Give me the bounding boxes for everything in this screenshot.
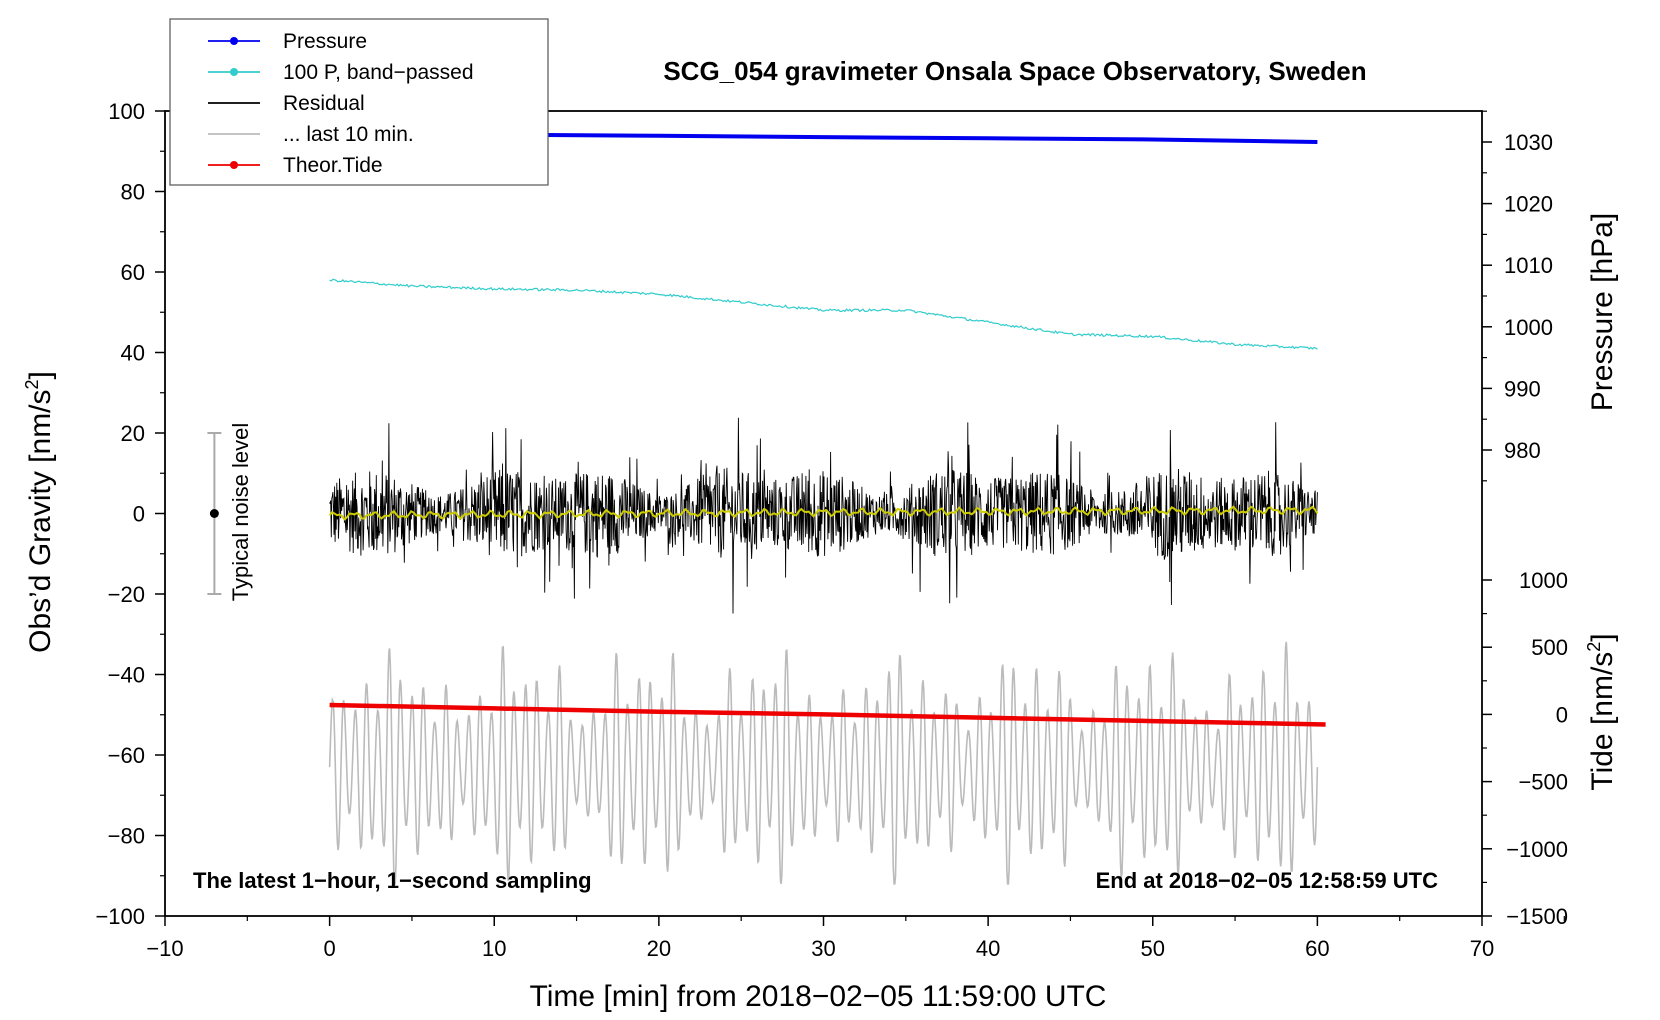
pressure-tick-label: 980 [1504, 438, 1541, 463]
x-tick-label: 30 [811, 936, 835, 961]
pressure-tick-label: 1020 [1504, 192, 1553, 217]
tide-tick-label: −1000 [1506, 837, 1568, 862]
legend-box [169, 18, 549, 186]
x-tick-label: 40 [976, 936, 1000, 961]
legend-label: Residual [283, 92, 365, 115]
legend-item: Theor.Tide [208, 154, 383, 177]
y-tick-label: −100 [95, 904, 145, 929]
noise-level-bar [207, 432, 222, 595]
series-last-10-min [328, 641, 1319, 885]
legend-label: 100 P, band−passed [283, 61, 474, 84]
tide-tick-label: −1500 [1506, 904, 1568, 929]
y-tick-label: 20 [121, 421, 145, 446]
noise-bar-center-dot [209, 509, 219, 518]
x-tick-label: 10 [482, 936, 506, 961]
x-tick-label: 70 [1470, 936, 1494, 961]
x-tick-label: 50 [1141, 936, 1165, 961]
y-axis-title-left-end: ] [24, 371, 57, 379]
legend-item: Residual [208, 92, 365, 115]
tide-tick-label: 1000 [1519, 568, 1568, 593]
x-tick-label: 0 [324, 936, 336, 961]
series-residual [329, 417, 1318, 614]
y-tick-label: 80 [121, 180, 145, 205]
axes-layer: −10 0 10 20 30 40 50 60 70100806040200−20−40−60−… [95, 99, 1568, 961]
legend-item: Pressure [208, 30, 367, 53]
legend-marker [230, 161, 238, 169]
x-tick-label: 20 [647, 936, 671, 961]
y-tick-label: 0 [133, 502, 145, 527]
legend: Pressure 100 P, band−passed Residual ... la… [169, 18, 549, 186]
pressure-tick-label: 990 [1504, 376, 1541, 401]
y-axis-title-left-sup: 2 [22, 379, 42, 389]
legend-label: Theor.Tide [283, 154, 383, 177]
y-tick-label: −80 [108, 824, 145, 849]
tide-tick-label: 500 [1531, 635, 1568, 660]
labels-layer: SCG_054 gravimeter Onsala Space Observat… [22, 56, 1619, 1013]
tide-tick-label: 0 [1556, 702, 1568, 727]
y-tick-label: −60 [108, 743, 145, 768]
tide-tick-label: −500 [1518, 770, 1568, 795]
x-tick-label: 60 [1305, 936, 1329, 961]
y-axis-title-left: Obs’d Gravity [nm/s2] [22, 371, 57, 653]
pressure-tick-label: 1010 [1504, 253, 1553, 278]
legend-label: Pressure [283, 30, 367, 53]
legend-marker [230, 68, 238, 76]
y-tick-label: −40 [108, 663, 145, 688]
series-layer [207, 132, 1326, 885]
pressure-tick-label: 1030 [1504, 130, 1553, 155]
legend-item: 100 P, band−passed [208, 61, 474, 84]
y-axis-title-tide-end: ] [1586, 633, 1619, 641]
y-tick-label: −20 [108, 582, 145, 607]
series-theor-tide [329, 702, 1326, 727]
y-axis-title-tide: Tide [nm/s2] [1584, 633, 1619, 790]
legend-item: ... last 10 min. [208, 123, 414, 146]
y-tick-label: 60 [121, 260, 145, 285]
noise-level-label: Typical noise level [228, 423, 253, 602]
y-axis-title-pressure: Pressure [hPa] [1586, 213, 1619, 411]
y-axis-title-tide-main: Tide [nm/s [1586, 652, 1619, 791]
legend-marker [230, 37, 238, 45]
y-tick-label: 40 [121, 341, 145, 366]
series-band-passed [329, 278, 1318, 350]
y-axis-title-left-main: Obs’d Gravity [nm/s [24, 389, 57, 652]
x-axis-title: Time [min] from 2018−02−05 11:59:00 UTC [530, 980, 1107, 1013]
y-tick-label: 100 [108, 99, 145, 124]
annotation-end-time: End at 2018−02−05 12:58:59 UTC [1096, 868, 1439, 893]
annotation-sampling: The latest 1−hour, 1−second sampling [193, 868, 592, 893]
legend-label: ... last 10 min. [283, 123, 414, 146]
pressure-tick-label: 1000 [1504, 315, 1553, 340]
y-axis-title-tide-sup: 2 [1584, 642, 1604, 652]
chart-title: SCG_054 gravimeter Onsala Space Observat… [663, 56, 1366, 86]
series-residual-smoothed [328, 505, 1319, 521]
x-tick-label: −10 [146, 936, 183, 961]
